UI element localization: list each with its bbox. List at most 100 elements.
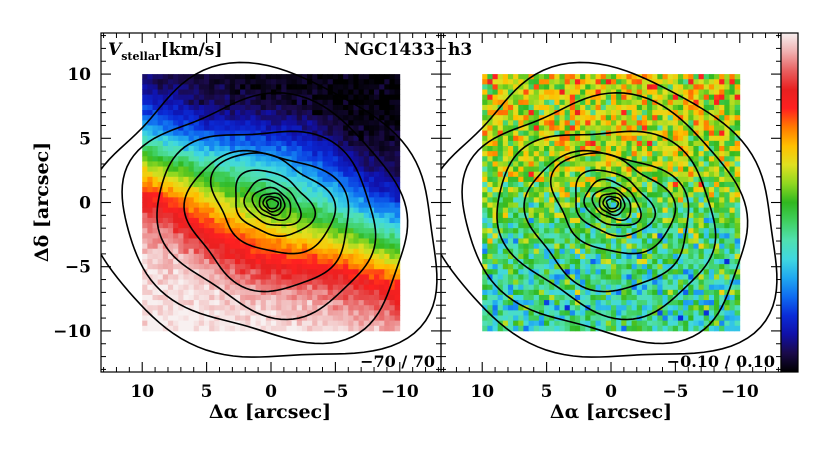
map-pixel bbox=[626, 125, 632, 131]
map-pixel bbox=[323, 254, 329, 260]
map-pixel bbox=[343, 79, 349, 85]
map-pixel bbox=[147, 218, 153, 224]
map-pixel bbox=[529, 115, 535, 121]
map-pixel bbox=[163, 182, 169, 188]
map-pixel bbox=[529, 90, 535, 96]
map-pixel bbox=[518, 74, 524, 80]
map-pixel bbox=[297, 233, 303, 239]
map-pixel bbox=[204, 187, 210, 193]
map-pixel bbox=[163, 90, 169, 96]
map-pixel bbox=[668, 290, 674, 296]
map-pixel bbox=[214, 125, 220, 131]
map-pixel bbox=[276, 321, 282, 327]
map-pixel bbox=[565, 192, 571, 198]
map-pixel bbox=[657, 141, 663, 147]
map-pixel bbox=[549, 84, 555, 90]
map-pixel bbox=[384, 115, 390, 121]
map-pixel bbox=[544, 74, 550, 80]
map-pixel bbox=[637, 285, 643, 291]
map-pixel bbox=[652, 192, 658, 198]
map-pixel bbox=[245, 125, 251, 131]
map-pixel bbox=[663, 192, 669, 198]
map-pixel bbox=[204, 259, 210, 265]
map-pixel bbox=[266, 136, 272, 142]
map-pixel bbox=[168, 228, 174, 234]
map-pixel bbox=[189, 192, 195, 198]
map-pixel bbox=[142, 203, 148, 209]
map-pixel bbox=[585, 161, 591, 167]
map-pixel bbox=[302, 259, 308, 265]
map-pixel bbox=[281, 95, 287, 101]
map-pixel bbox=[183, 172, 189, 178]
map-pixel bbox=[503, 203, 509, 209]
map-pixel bbox=[302, 295, 308, 301]
map-pixel bbox=[518, 228, 524, 234]
map-pixel bbox=[209, 79, 215, 85]
map-pixel bbox=[652, 259, 658, 265]
map-pixel bbox=[189, 274, 195, 280]
map-pixel bbox=[328, 238, 334, 244]
map-pixel bbox=[379, 285, 385, 291]
map-pixel bbox=[523, 290, 529, 296]
map-pixel bbox=[323, 290, 329, 296]
map-pixel bbox=[611, 146, 617, 152]
map-pixel bbox=[534, 105, 540, 111]
map-pixel bbox=[189, 233, 195, 239]
map-pixel bbox=[271, 274, 277, 280]
map-pixel bbox=[637, 125, 643, 131]
map-pixel bbox=[271, 84, 277, 90]
map-pixel bbox=[647, 136, 653, 142]
map-pixel bbox=[647, 146, 653, 152]
map-pixel bbox=[214, 321, 220, 327]
map-pixel bbox=[709, 172, 715, 178]
map-pixel bbox=[168, 100, 174, 106]
map-pixel bbox=[281, 136, 287, 142]
map-pixel bbox=[328, 254, 334, 260]
map-pixel bbox=[503, 79, 509, 85]
map-pixel bbox=[518, 100, 524, 106]
map-pixel bbox=[688, 223, 694, 229]
map-pixel bbox=[585, 310, 591, 316]
map-pixel bbox=[699, 300, 705, 306]
map-pixel bbox=[250, 238, 256, 244]
map-pixel bbox=[323, 316, 329, 322]
map-pixel bbox=[369, 264, 375, 270]
map-pixel bbox=[596, 120, 602, 126]
map-pixel bbox=[219, 146, 225, 152]
map-pixel bbox=[317, 141, 323, 147]
map-pixel bbox=[379, 172, 385, 178]
map-pixel bbox=[359, 238, 365, 244]
map-pixel bbox=[153, 269, 159, 275]
map-pixel bbox=[668, 238, 674, 244]
map-pixel bbox=[389, 120, 395, 126]
map-pixel bbox=[328, 131, 334, 137]
map-pixel bbox=[699, 120, 705, 126]
map-pixel bbox=[379, 238, 385, 244]
map-pixel bbox=[621, 269, 627, 275]
map-pixel bbox=[384, 197, 390, 203]
map-pixel bbox=[503, 208, 509, 214]
map-pixel bbox=[173, 192, 179, 198]
map-pixel bbox=[153, 172, 159, 178]
map-pixel bbox=[178, 274, 184, 280]
map-pixel bbox=[647, 141, 653, 147]
map-pixel bbox=[158, 326, 164, 332]
map-pixel bbox=[529, 192, 535, 198]
map-pixel bbox=[183, 285, 189, 291]
map-pixel bbox=[209, 125, 215, 131]
map-pixel bbox=[621, 244, 627, 250]
map-pixel bbox=[642, 136, 648, 142]
map-pixel bbox=[493, 125, 499, 131]
map-pixel bbox=[256, 274, 262, 280]
map-pixel bbox=[601, 290, 607, 296]
map-pixel bbox=[214, 223, 220, 229]
map-pixel bbox=[189, 146, 195, 152]
map-pixel bbox=[719, 280, 725, 286]
map-pixel bbox=[348, 197, 354, 203]
map-pixel bbox=[688, 115, 694, 121]
map-pixel bbox=[235, 218, 241, 224]
map-pixel bbox=[482, 105, 488, 111]
map-pixel bbox=[199, 280, 205, 286]
map-pixel bbox=[549, 115, 555, 121]
map-pixel bbox=[338, 84, 344, 90]
